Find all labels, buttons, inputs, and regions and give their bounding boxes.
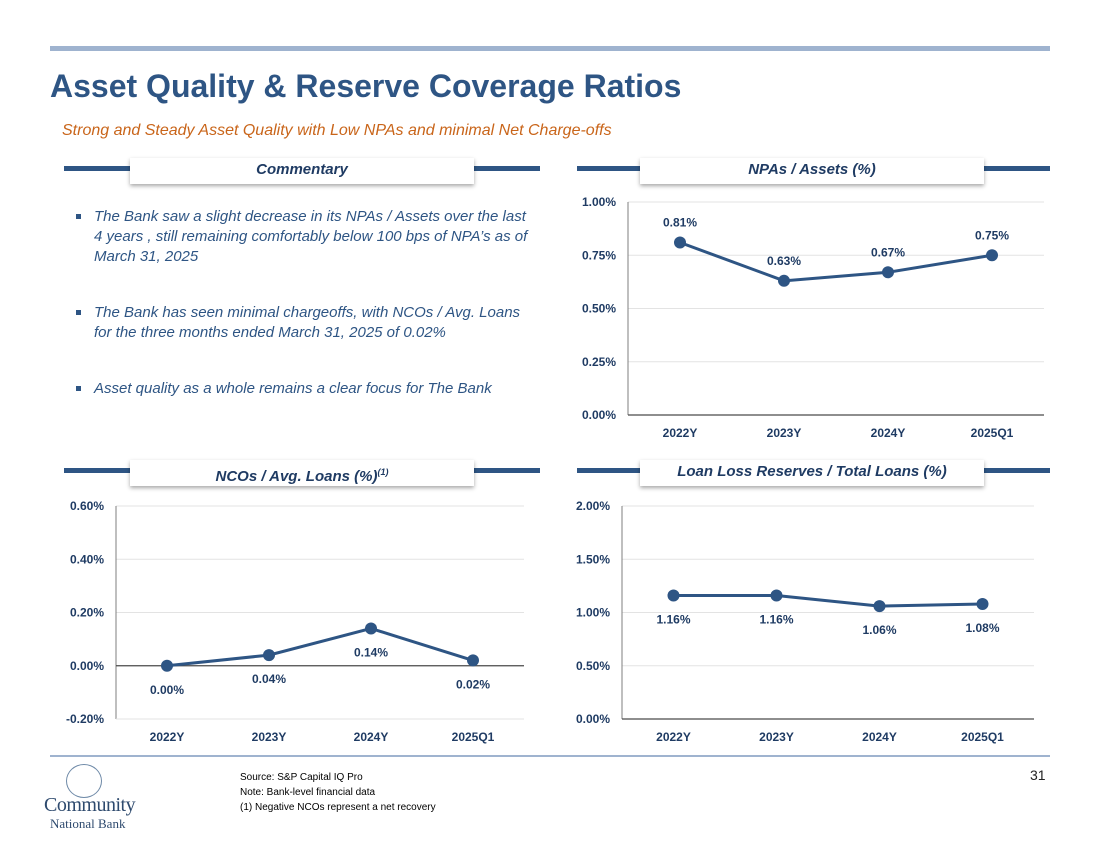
y-tick-label: 0.25% [582,355,616,369]
bullet-icon [76,310,81,315]
page-subtitle: Strong and Steady Asset Quality with Low… [62,122,612,139]
data-point [770,589,783,602]
series-line [673,593,983,608]
y-tick-label: 0.75% [582,248,616,262]
data-label: 0.04% [252,672,286,686]
bank-logo: Community National Bank [44,764,136,834]
y-tick-label: 0.50% [582,302,616,316]
y-tick-label: 1.50% [576,552,610,566]
x-tick-label: 2025Q1 [452,730,495,744]
bullet-text: The Bank saw a slight decrease in its NP… [94,208,528,265]
data-point [873,600,886,613]
y-tick-label: 2.00% [576,499,610,513]
commentary-list: The Bank saw a slight decrease in its NP… [76,207,536,435]
source-note: Source: S&P Capital IQ Pro [240,772,363,783]
x-tick-label: 2024Y [871,426,906,440]
seal-icon [66,764,102,798]
x-tick-label: 2023Y [759,730,794,744]
npa-header: NPAs / Assets (%) [577,158,1050,188]
commentary-title: Commentary [130,158,474,184]
top-rule [50,46,1050,51]
data-point [161,659,173,672]
y-tick-label: 0.50% [576,659,610,673]
commentary-bullet: The Bank saw a slight decrease in its NP… [76,207,536,267]
data-label: 1.16% [656,612,690,626]
data-point [263,649,275,662]
y-tick-label: 0.20% [70,606,104,620]
llr-chart-title: Loan Loss Reserves / Total Loans (%) [640,460,984,486]
y-tick-label: -0.20% [66,712,104,726]
data-point [882,266,894,279]
series-line [166,626,474,668]
x-tick-label: 2022Y [656,730,691,744]
x-tick-label: 2025Q1 [971,426,1014,440]
data-label: 1.06% [862,623,896,637]
npa-chart: 1.00% 0.75% 0.50% 0.25% 0.00% 2022Y 2023Y 2024Y… [582,195,1044,440]
commentary-bullet: Asset quality as a whole remains a clear… [76,379,536,399]
y-tick-label: 1.00% [576,606,610,620]
footnote-1: (1) Negative NCOs represent a net recove… [240,802,436,813]
data-label: 0.02% [456,677,490,691]
data-point [467,654,479,667]
x-tick-label: 2022Y [150,730,185,744]
y-tick-label: 0.40% [70,552,104,566]
llr-chart: 2.00% 1.50% 1.00% 0.50% 0.00% 2022Y 2023Y 2024Y… [576,499,1034,744]
y-tick-label: 0.00% [70,659,104,673]
commentary-bullet: The Bank has seen minimal chargeoffs, wi… [76,303,536,343]
nco-title-footnote: (1) [377,467,389,477]
bottom-rule [50,755,1050,757]
data-label: 0.00% [150,683,184,697]
bullet-text: The Bank has seen minimal chargeoffs, wi… [94,304,521,341]
x-tick-label: 2024Y [862,730,897,744]
x-tick-label: 2025Q1 [961,730,1004,744]
footnotes: Source: S&P Capital IQ Pro Note: Bank-le… [240,770,436,815]
commentary-header: Commentary [64,158,540,188]
x-tick-label: 2023Y [767,426,802,440]
nco-chart-title: NCOs / Avg. Loans (%)(1) [130,460,474,486]
data-label: 0.67% [871,245,905,259]
page-title: Asset Quality & Reserve Coverage Ratios [50,68,682,104]
logo-text-line1: Community [44,794,136,816]
nco-title-text: NCOs / Avg. Loans (%) [215,468,378,485]
data-point [674,236,686,249]
data-label: 0.63% [767,254,801,268]
logo-text-line2: National Bank [50,816,126,831]
data-point [976,597,989,610]
y-tick-label: 0.00% [582,408,616,422]
data-label: 0.81% [663,215,697,229]
series-line [679,241,993,283]
y-tick-label: 0.60% [70,499,104,513]
bullet-icon [76,214,81,219]
x-tick-label: 2023Y [252,730,287,744]
data-point [365,622,377,635]
x-tick-label: 2024Y [354,730,389,744]
data-point [778,274,790,287]
bullet-icon [76,386,81,391]
nco-chart: 0.60% 0.40% 0.20% 0.00% -0.20% 2022Y 2023Y 2024… [66,499,524,744]
data-point [667,589,680,602]
nco-header: NCOs / Avg. Loans (%)(1) [64,460,540,490]
data-label: 0.75% [975,228,1009,242]
data-note: Note: Bank-level financial data [240,787,376,798]
data-label: 1.08% [965,621,999,635]
y-tick-label: 1.00% [582,195,616,209]
data-label: 0.14% [354,645,388,659]
y-tick-label: 0.00% [576,712,610,726]
x-tick-label: 2022Y [663,426,698,440]
page-number: 31 [1030,767,1046,783]
data-point [986,249,998,262]
data-label: 1.16% [759,612,793,626]
bullet-text: Asset quality as a whole remains a clear… [94,380,492,397]
npa-chart-title: NPAs / Assets (%) [640,158,984,184]
llr-header: Loan Loss Reserves / Total Loans (%) [577,460,1050,490]
